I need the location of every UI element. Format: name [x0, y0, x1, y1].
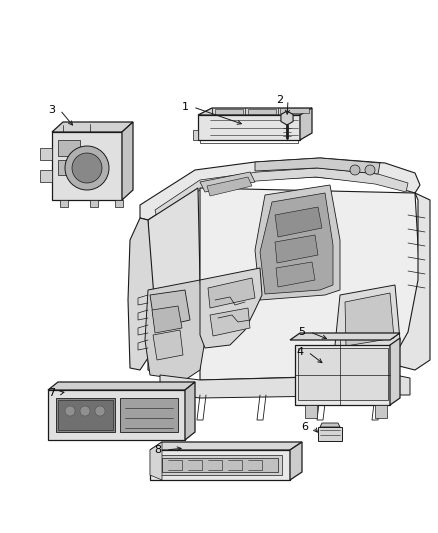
Polygon shape: [290, 442, 302, 480]
Circle shape: [65, 406, 75, 416]
Polygon shape: [305, 355, 355, 398]
Text: 8: 8: [155, 445, 162, 455]
Polygon shape: [208, 278, 255, 308]
Polygon shape: [48, 390, 185, 440]
Polygon shape: [150, 290, 190, 328]
Text: 7: 7: [49, 388, 56, 398]
Circle shape: [95, 406, 105, 416]
Text: 6: 6: [301, 422, 308, 432]
Polygon shape: [52, 122, 133, 132]
Polygon shape: [90, 200, 98, 207]
Text: 3: 3: [49, 105, 56, 115]
Polygon shape: [140, 158, 420, 220]
Polygon shape: [60, 200, 68, 207]
Polygon shape: [390, 338, 400, 405]
Polygon shape: [120, 398, 178, 432]
Polygon shape: [160, 375, 410, 398]
Polygon shape: [198, 115, 300, 140]
Polygon shape: [207, 177, 252, 196]
Polygon shape: [248, 109, 276, 114]
Polygon shape: [395, 193, 430, 370]
Polygon shape: [305, 405, 317, 418]
Text: 5: 5: [299, 327, 305, 337]
Polygon shape: [158, 455, 282, 475]
Polygon shape: [335, 285, 400, 368]
Circle shape: [80, 406, 90, 416]
Polygon shape: [162, 458, 278, 472]
Polygon shape: [193, 130, 198, 140]
Polygon shape: [280, 108, 309, 113]
Polygon shape: [58, 160, 80, 175]
Text: 1: 1: [181, 102, 188, 112]
Polygon shape: [275, 207, 322, 237]
Polygon shape: [153, 330, 183, 360]
Polygon shape: [150, 450, 290, 480]
Polygon shape: [345, 293, 394, 346]
Polygon shape: [375, 405, 387, 418]
Polygon shape: [155, 168, 408, 218]
Polygon shape: [122, 122, 133, 200]
Polygon shape: [48, 382, 195, 390]
Polygon shape: [40, 148, 52, 160]
Text: 2: 2: [276, 95, 283, 105]
Polygon shape: [215, 109, 243, 114]
Polygon shape: [200, 172, 255, 192]
Polygon shape: [320, 423, 340, 427]
Polygon shape: [200, 268, 262, 348]
Polygon shape: [185, 382, 195, 440]
Polygon shape: [128, 218, 155, 370]
Polygon shape: [300, 108, 312, 140]
Polygon shape: [58, 400, 113, 430]
Polygon shape: [58, 140, 80, 156]
Polygon shape: [260, 193, 333, 294]
Polygon shape: [318, 427, 342, 441]
Polygon shape: [152, 306, 182, 333]
Polygon shape: [275, 235, 318, 263]
Polygon shape: [255, 185, 340, 300]
Polygon shape: [290, 333, 400, 340]
Polygon shape: [198, 108, 312, 115]
Polygon shape: [150, 442, 302, 450]
Polygon shape: [145, 280, 205, 380]
Polygon shape: [148, 188, 200, 375]
Polygon shape: [52, 132, 122, 200]
Polygon shape: [255, 158, 380, 174]
Polygon shape: [281, 111, 293, 125]
Circle shape: [65, 146, 109, 190]
Polygon shape: [295, 345, 390, 405]
Polygon shape: [200, 188, 420, 380]
Polygon shape: [276, 262, 315, 287]
Polygon shape: [150, 442, 162, 480]
Circle shape: [365, 165, 375, 175]
Polygon shape: [210, 308, 250, 336]
Polygon shape: [40, 170, 52, 182]
Polygon shape: [298, 348, 388, 400]
Polygon shape: [56, 398, 115, 432]
Text: 4: 4: [297, 347, 304, 357]
Polygon shape: [115, 200, 123, 207]
Circle shape: [350, 165, 360, 175]
Circle shape: [72, 153, 102, 183]
